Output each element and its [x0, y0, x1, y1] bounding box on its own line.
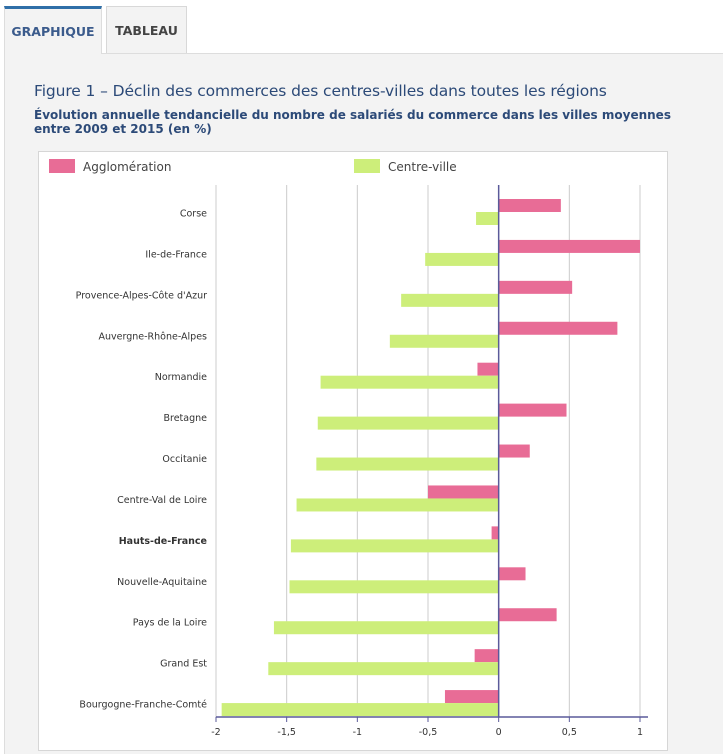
bar-agglomeration — [477, 362, 499, 376]
bar-agglomeration — [498, 321, 618, 335]
x-tick-label: -1,5 — [277, 727, 296, 738]
bar-agglomeration — [428, 485, 499, 499]
bar-agglomeration — [498, 567, 526, 581]
x-tick-label: -2 — [211, 727, 220, 738]
category-label: Grand Est — [160, 659, 207, 670]
bar-centre-ville — [268, 662, 499, 676]
legend-centre-ville-swatch — [354, 159, 380, 173]
category-label: Pays de la Loire — [133, 618, 207, 629]
bar-centre-ville — [289, 580, 499, 594]
legend-agglomeration-label: Agglomération — [83, 160, 171, 174]
figure-subtitle: Évolution annuelle tendancielle du nombr… — [34, 108, 671, 136]
tab-graphique[interactable]: GRAPHIQUE — [4, 6, 102, 54]
chart-container: Agglomération Centre-ville Corse Ile-de-Fra… — [38, 151, 668, 751]
bar-agglomeration — [498, 608, 557, 622]
bar-agglomeration — [498, 280, 573, 294]
bar-agglomeration — [491, 526, 499, 540]
bar-agglomeration — [498, 199, 561, 212]
legend-centre-ville-label: Centre-ville — [388, 160, 457, 174]
tab-tableau[interactable]: TABLEAU — [106, 6, 187, 54]
bar-centre-ville — [476, 212, 499, 225]
bar-agglomeration — [498, 403, 567, 417]
bar-centre-ville — [320, 375, 499, 389]
x-tick-label: 1 — [637, 727, 643, 738]
bar-centre-ville — [290, 539, 499, 553]
legend-agglomeration-swatch — [49, 159, 75, 173]
bar-centre-ville — [401, 293, 499, 307]
category-label: Bretagne — [163, 413, 207, 424]
bar-centre-ville — [317, 416, 499, 430]
x-tick-label: -1 — [353, 727, 362, 738]
category-label: Bourgogne-Franche-Comté — [79, 700, 207, 711]
bar-agglomeration — [498, 239, 640, 253]
bar-centre-ville — [296, 498, 499, 512]
bar-agglomeration — [474, 649, 499, 663]
category-label: Centre-Val de Loire — [117, 495, 207, 506]
tab-bar: GRAPHIQUE TABLEAU — [0, 0, 723, 54]
bar-centre-ville — [389, 334, 499, 348]
category-label: Provence-Alpes-Côte d'Azur — [76, 290, 207, 301]
category-label: Occitanie — [162, 454, 207, 465]
x-tick-label: 0,5 — [562, 727, 577, 738]
x-tick-label: -0,5 — [419, 727, 438, 738]
figure-title: Figure 1 – Déclin des commerces des cent… — [34, 82, 607, 100]
category-label: Nouvelle-Aquitaine — [117, 577, 207, 588]
x-tick-label: 0 — [496, 727, 502, 738]
category-label: Auvergne-Rhône-Alpes — [98, 331, 207, 342]
bar-chart: Agglomération Centre-ville Corse Ile-de-Fra… — [49, 159, 648, 738]
bar-centre-ville — [425, 252, 499, 266]
category-label: Hauts-de-France — [119, 536, 207, 547]
category-label: Corse — [180, 209, 207, 220]
bar-centre-ville — [273, 621, 499, 635]
bar-agglomeration — [498, 444, 530, 458]
bar-agglomeration — [444, 690, 499, 704]
bar-centre-ville — [221, 703, 499, 717]
bar-centre-ville — [316, 457, 499, 471]
category-label: Normandie — [155, 372, 207, 383]
category-label: Ile-de-France — [145, 249, 207, 260]
